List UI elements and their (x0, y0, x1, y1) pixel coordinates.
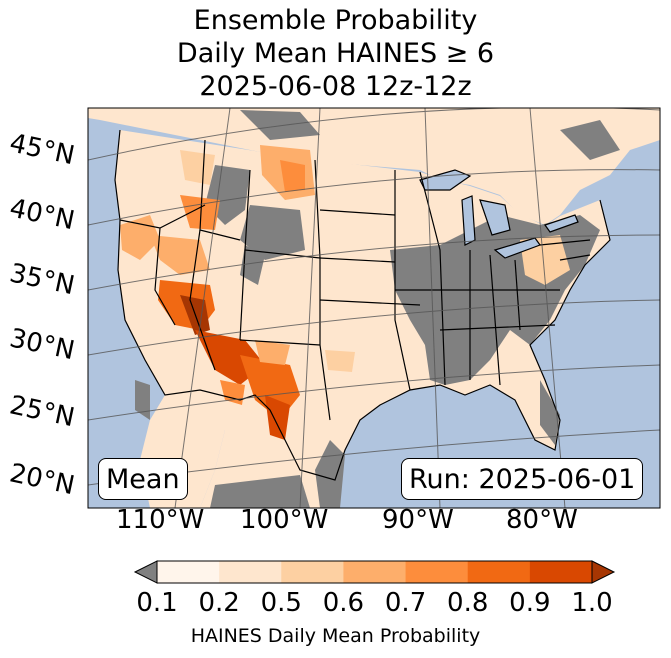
lon-label-90: 90°W (382, 505, 454, 535)
lon-label-80: 80°W (506, 505, 578, 535)
map-title: Ensemble Probability Daily Mean HAINES ≥… (0, 4, 671, 103)
graticule (88, 108, 660, 508)
map-frame (87, 107, 661, 509)
colorbar-segment (405, 561, 469, 583)
lon-label-110: 110°W (116, 505, 205, 535)
colorbar-tick-label: 0.9 (509, 588, 551, 618)
colorbar-tick-label: 0.7 (384, 588, 427, 618)
lon-label-100: 100°W (240, 505, 329, 535)
colorbar-segment (219, 561, 282, 583)
colorbar-over-arrow (591, 560, 616, 584)
colorbar-tick-label: 0.5 (260, 588, 302, 618)
colorbar-tick-label: 1.0 (571, 588, 613, 618)
colorbar-tick-label: 0.2 (198, 588, 240, 618)
colorbar-segments (157, 561, 593, 583)
colorbar-segment (467, 561, 531, 583)
stat-label-box: Mean (98, 458, 188, 500)
colorbar-tick-label: 0.8 (447, 588, 489, 618)
gray-region (240, 110, 320, 140)
colorbar-frame (156, 560, 593, 584)
colorbar-segment (529, 561, 593, 583)
title-line-3: 2025-06-08 12z-12z (199, 71, 472, 102)
canada-land (88, 108, 660, 225)
run-label-box: Run: 2025-06-01 (401, 458, 644, 500)
title-line-2: Daily Mean HAINES ≥ 6 (176, 38, 495, 69)
great-lakes (419, 169, 579, 259)
colorbar-tick-label: 0.6 (322, 588, 365, 618)
colorbar-segment (343, 561, 407, 583)
colorbar-tick-label: 0.1 (136, 588, 178, 618)
colorbar-under-arrow (133, 560, 158, 584)
title-line-1: Ensemble Probability (193, 5, 478, 36)
colorbar (133, 560, 616, 584)
colorbar-label: HAINES Daily Mean Probability (190, 625, 481, 647)
colorbar-segment (157, 561, 220, 583)
colorbar-segment (281, 561, 344, 583)
